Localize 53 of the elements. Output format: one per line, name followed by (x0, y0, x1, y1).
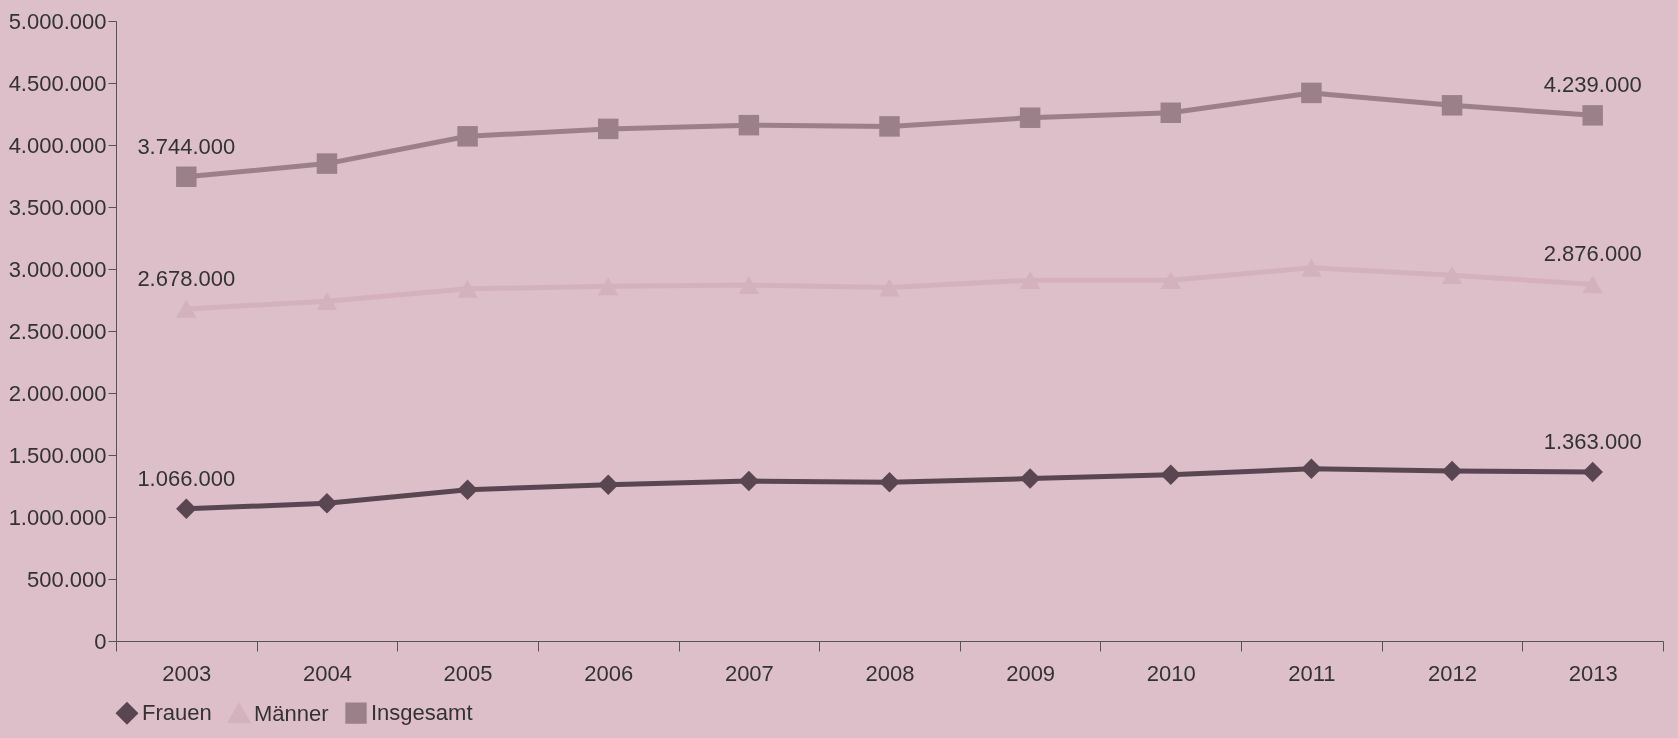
x-tick-label: 2007 (724, 660, 774, 686)
x-tick-label: 2011 (1288, 660, 1336, 686)
point (176, 166, 197, 187)
y-tick-label: 4.500.000 (8, 70, 107, 96)
point (316, 493, 338, 514)
y-tick-label: 3.000.000 (8, 256, 107, 282)
point (879, 472, 900, 493)
y-tick-label: 1.500.000 (8, 442, 107, 468)
point (1160, 464, 1182, 486)
point (738, 470, 760, 492)
x-tick-label: 2003 (162, 660, 212, 686)
y-tick-label: 4.000.000 (8, 132, 107, 158)
legend-label: Männer (254, 700, 329, 726)
point (1441, 460, 1463, 482)
point (1019, 468, 1041, 489)
point (1441, 95, 1463, 116)
data-label: 4.239.000 (1543, 72, 1642, 98)
legend-label: Frauen (142, 700, 212, 726)
point (879, 116, 900, 137)
y-tick-label: 0 (94, 628, 107, 654)
y-tick-label: 2.500.000 (8, 318, 107, 344)
point (1301, 82, 1322, 104)
x-tick-label: 2012 (1428, 660, 1478, 686)
point (1582, 461, 1603, 483)
point (1160, 102, 1182, 124)
data-label: 3.744.000 (137, 133, 236, 159)
x-tick-label: 2006 (584, 660, 634, 686)
x-tick-label: 2005 (443, 660, 493, 686)
y-tick-label: 5.000.000 (8, 8, 107, 34)
y-tick-label: 1.000.000 (8, 504, 107, 530)
point (457, 126, 478, 147)
point (597, 118, 619, 140)
x-tick-label: 2013 (1568, 660, 1618, 686)
x-tick-label: 2008 (865, 660, 915, 686)
y-tick-label: 2.000.000 (8, 380, 107, 406)
point (1582, 105, 1603, 126)
x-tick-label: 2004 (302, 660, 352, 686)
data-label: 2.678.000 (137, 265, 236, 291)
y-tick-label: 3.500.000 (8, 194, 107, 220)
legend-label: Insgesamt (371, 700, 473, 726)
y-tick-label: 500.000 (26, 566, 107, 592)
point (597, 474, 619, 496)
x-tick-label: 2009 (1006, 660, 1056, 686)
point (457, 479, 478, 500)
point (316, 153, 338, 174)
data-label: 1.363.000 (1543, 428, 1642, 454)
point (176, 498, 197, 520)
point (1301, 458, 1322, 479)
point (1019, 107, 1041, 128)
data-label: 2.876.000 (1543, 241, 1642, 267)
x-tick-label: 2010 (1146, 660, 1196, 686)
data-label: 1.066.000 (137, 465, 236, 491)
point (738, 114, 760, 136)
